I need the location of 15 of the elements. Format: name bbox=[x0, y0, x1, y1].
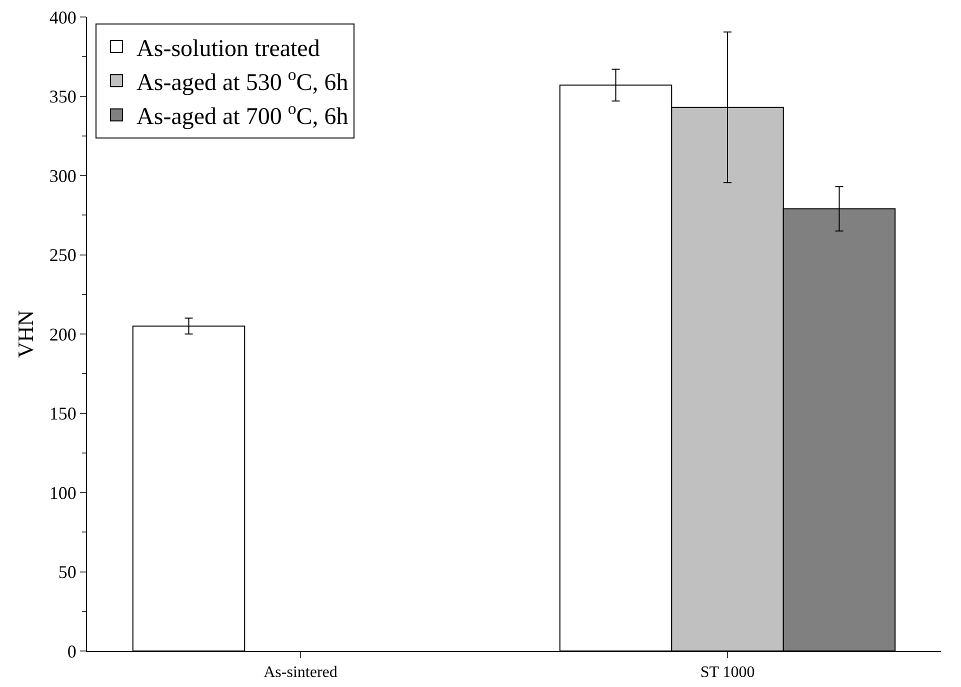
y-tick-label: 50 bbox=[58, 562, 76, 582]
y-tick-label: 350 bbox=[49, 86, 76, 107]
legend-label: As-aged at 530 $^{o}$C, 6h bbox=[136, 64, 348, 96]
y-tick-label: 400 bbox=[49, 7, 76, 28]
y-tick-label: 100 bbox=[49, 482, 76, 503]
x-tick-label: As-sintered bbox=[264, 664, 338, 682]
x-tick-label: ST 1000 bbox=[700, 664, 755, 682]
legend-label: As-solution treated bbox=[136, 36, 320, 62]
y-tick-label: 200 bbox=[49, 324, 76, 344]
y-tick-label: 0 bbox=[67, 641, 76, 662]
y-tick-label: 250 bbox=[49, 245, 76, 266]
y-axis-title: VHN bbox=[13, 310, 38, 358]
legend-label: As-aged at 700 $^{o}$C, 6h bbox=[136, 99, 348, 130]
y-tick-label: 150 bbox=[49, 404, 76, 424]
y-tick-label: 300 bbox=[49, 166, 76, 186]
